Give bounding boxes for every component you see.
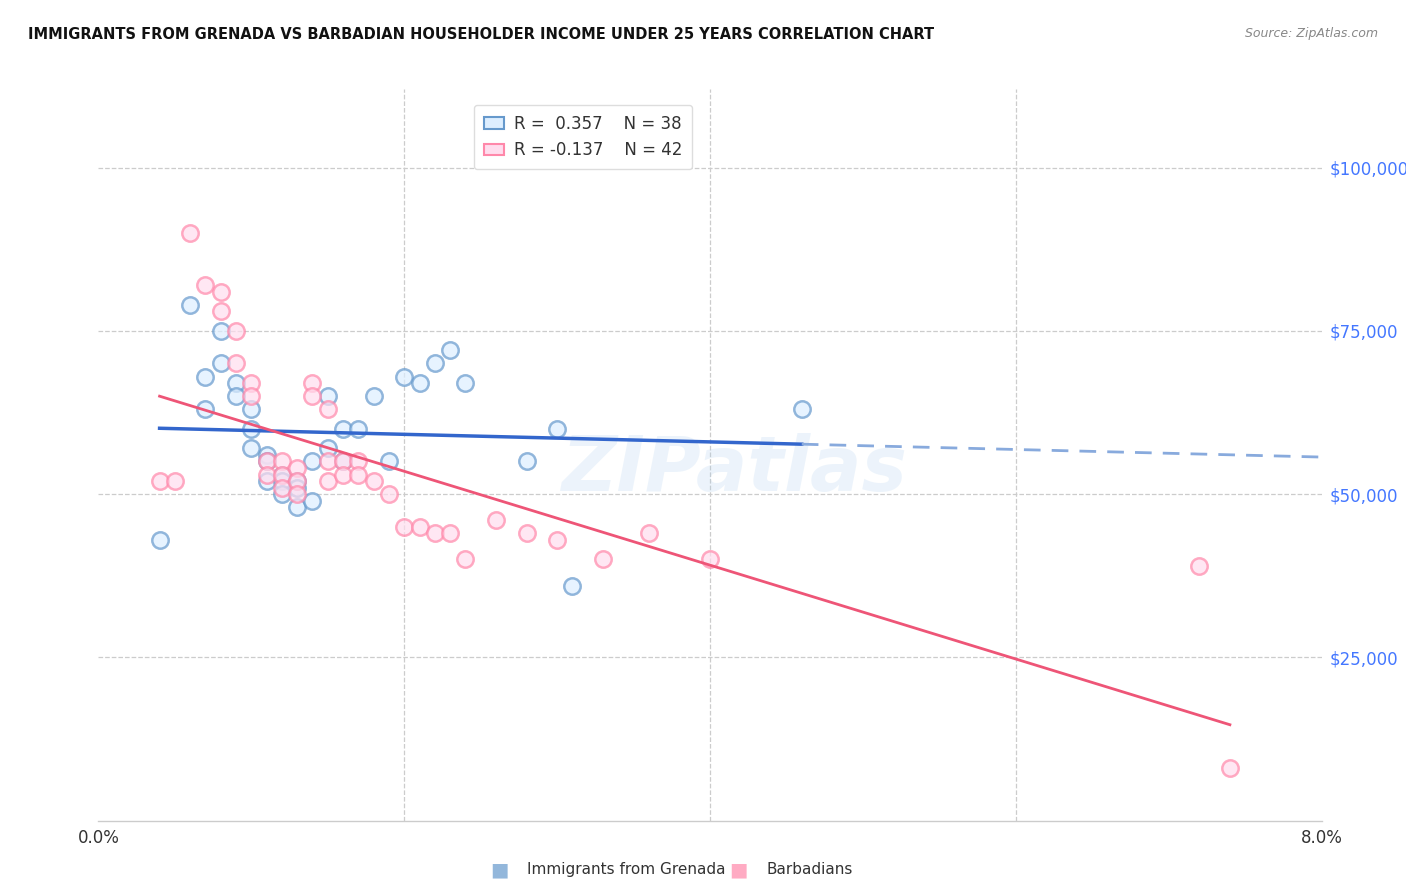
Point bbox=[256, 467, 278, 482]
Point bbox=[240, 389, 263, 403]
Point bbox=[516, 526, 538, 541]
Point bbox=[1188, 558, 1211, 573]
Text: IMMIGRANTS FROM GRENADA VS BARBADIAN HOUSEHOLDER INCOME UNDER 25 YEARS CORRELATI: IMMIGRANTS FROM GRENADA VS BARBADIAN HOU… bbox=[28, 27, 934, 42]
Point bbox=[256, 454, 278, 468]
Point bbox=[285, 487, 308, 501]
Point bbox=[316, 402, 339, 417]
Point bbox=[408, 520, 430, 534]
Point bbox=[392, 520, 416, 534]
Point bbox=[378, 487, 401, 501]
Point bbox=[225, 376, 247, 390]
Point bbox=[209, 285, 232, 299]
Point bbox=[163, 474, 186, 488]
Point bbox=[316, 474, 339, 488]
Point bbox=[454, 376, 477, 390]
Point bbox=[225, 389, 247, 403]
Point bbox=[332, 467, 354, 482]
Point bbox=[285, 500, 308, 515]
Text: ■: ■ bbox=[728, 860, 748, 880]
Point bbox=[561, 578, 583, 592]
Point bbox=[392, 369, 416, 384]
Point bbox=[637, 526, 661, 541]
Point bbox=[270, 467, 294, 482]
Point bbox=[301, 389, 323, 403]
Point bbox=[240, 422, 263, 436]
Point bbox=[256, 474, 278, 488]
Point bbox=[301, 376, 323, 390]
Point bbox=[332, 454, 354, 468]
Point bbox=[149, 474, 172, 488]
Point bbox=[270, 474, 294, 488]
Point bbox=[270, 487, 294, 501]
Point bbox=[378, 454, 401, 468]
Point bbox=[301, 454, 323, 468]
Point bbox=[301, 493, 323, 508]
Point bbox=[332, 454, 354, 468]
Point bbox=[439, 343, 461, 358]
Point bbox=[347, 422, 370, 436]
Point bbox=[546, 422, 568, 436]
Point bbox=[240, 376, 263, 390]
Text: ■: ■ bbox=[489, 860, 509, 880]
Point bbox=[179, 226, 201, 240]
Point bbox=[285, 474, 308, 488]
Point bbox=[225, 324, 247, 338]
Point bbox=[439, 526, 461, 541]
Text: Barbadians: Barbadians bbox=[766, 863, 852, 877]
Point bbox=[209, 356, 232, 371]
Point bbox=[316, 454, 339, 468]
Point bbox=[194, 369, 217, 384]
Text: ZIPatlas: ZIPatlas bbox=[561, 433, 907, 507]
Point bbox=[347, 454, 370, 468]
Point bbox=[408, 376, 430, 390]
Legend: R =  0.357    N = 38, R = -0.137    N = 42: R = 0.357 N = 38, R = -0.137 N = 42 bbox=[474, 105, 692, 169]
Point bbox=[347, 467, 370, 482]
Point bbox=[790, 402, 813, 417]
Point bbox=[270, 454, 294, 468]
Point bbox=[285, 474, 308, 488]
Point bbox=[194, 278, 217, 293]
Point bbox=[225, 356, 247, 371]
Point bbox=[209, 304, 232, 318]
Point bbox=[332, 422, 354, 436]
Point bbox=[363, 389, 385, 403]
Point bbox=[240, 442, 263, 456]
Point bbox=[516, 454, 538, 468]
Point bbox=[316, 389, 339, 403]
Point bbox=[485, 513, 508, 527]
Point bbox=[363, 474, 385, 488]
Point bbox=[270, 467, 294, 482]
Point bbox=[592, 552, 614, 566]
Point bbox=[209, 324, 232, 338]
Point bbox=[423, 526, 446, 541]
Point bbox=[454, 552, 477, 566]
Point bbox=[1219, 761, 1241, 775]
Point bbox=[699, 552, 721, 566]
Text: Source: ZipAtlas.com: Source: ZipAtlas.com bbox=[1244, 27, 1378, 40]
Point bbox=[285, 461, 308, 475]
Point bbox=[423, 356, 446, 371]
Point bbox=[256, 454, 278, 468]
Point bbox=[256, 448, 278, 462]
Point bbox=[149, 533, 172, 547]
Point bbox=[285, 481, 308, 495]
Point bbox=[546, 533, 568, 547]
Text: Immigrants from Grenada: Immigrants from Grenada bbox=[527, 863, 725, 877]
Point bbox=[179, 298, 201, 312]
Point bbox=[194, 402, 217, 417]
Point bbox=[240, 402, 263, 417]
Point bbox=[316, 442, 339, 456]
Point bbox=[270, 481, 294, 495]
